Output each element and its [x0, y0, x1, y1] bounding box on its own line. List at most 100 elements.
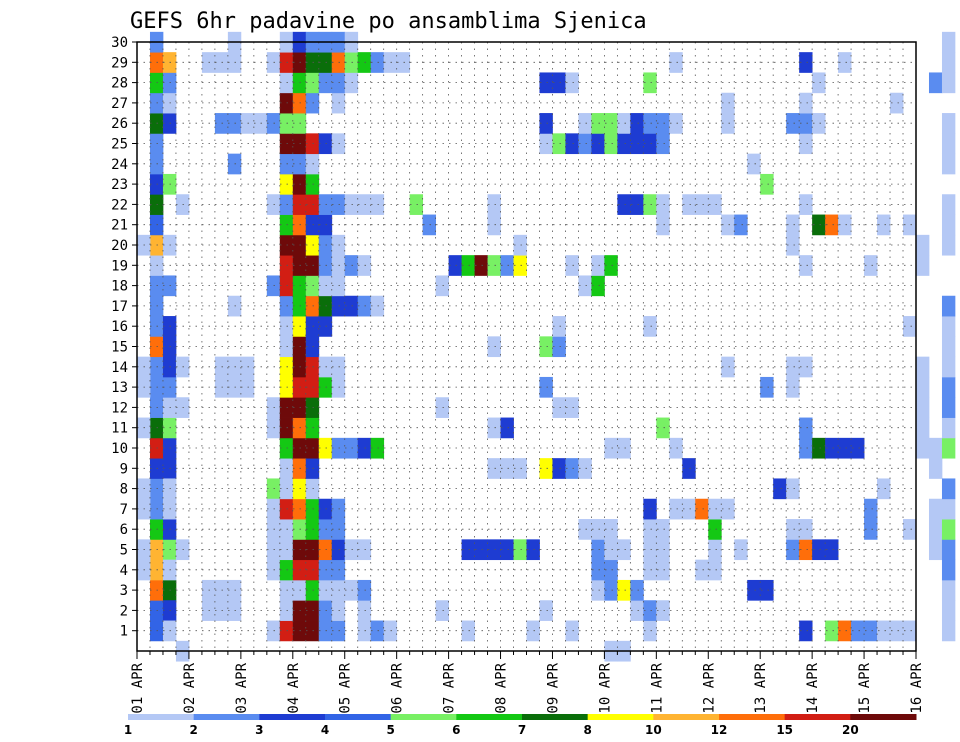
y-tick-label: 9 [120, 461, 128, 477]
heatmap-cell [578, 519, 592, 540]
heatmap-cell [305, 376, 320, 398]
heatmap-cell [318, 620, 333, 642]
colorbar-label: 1 [124, 723, 132, 737]
heatmap-cell [344, 579, 359, 601]
heatmap-cell [643, 498, 657, 520]
heatmap-cell [928, 72, 943, 94]
heatmap-cell [305, 316, 320, 337]
heatmap-cell [474, 539, 488, 561]
heatmap-cell [305, 72, 320, 94]
heatmap-cell [487, 255, 501, 276]
heatmap-cell [292, 519, 307, 540]
y-tick-label: 3 [120, 583, 128, 599]
heatmap-cell [669, 498, 683, 520]
heatmap-cell [799, 620, 813, 642]
y-tick-label: 18 [111, 279, 128, 295]
heatmap-cell [318, 519, 333, 540]
heatmap-cell [357, 255, 372, 276]
heatmap-cell [292, 417, 307, 439]
heatmap-cell [305, 133, 320, 155]
colorbar-swatch [390, 714, 457, 720]
heatmap-cell [786, 356, 800, 378]
heatmap-cell [305, 173, 320, 195]
heatmap-cell [305, 437, 320, 459]
chart-title: GEFS 6hr padavine po ansamblima Sjenica [130, 9, 647, 34]
heatmap-cell [292, 559, 307, 581]
heatmap-cell [487, 194, 501, 215]
x-tick-label: 07 APR [442, 662, 458, 713]
heatmap-cell [630, 113, 644, 134]
colorbar-label: 10 [645, 723, 662, 737]
colorbar-label: 20 [842, 723, 859, 737]
heatmap-cell [318, 214, 333, 236]
heatmap-cell [539, 336, 553, 358]
heatmap-cell [941, 52, 956, 73]
heatmap-cell [578, 113, 592, 134]
heatmap-cell [760, 376, 774, 398]
heatmap-cell [565, 72, 579, 94]
heatmap-cell [786, 376, 800, 398]
y-tick-label: 17 [111, 299, 128, 315]
heatmap-cell [318, 437, 333, 459]
y-tick-label: 22 [111, 197, 128, 213]
heatmap-cell [643, 194, 657, 215]
heatmap-cell [344, 295, 359, 317]
heatmap-cell [344, 72, 359, 94]
heatmap-cell [383, 620, 398, 642]
heatmap-cell [318, 356, 333, 378]
y-tick-label: 11 [111, 421, 128, 437]
heatmap-cell [578, 133, 592, 155]
heatmap-cell [305, 194, 320, 215]
heatmap-cell [357, 539, 372, 561]
heatmap-cell [292, 539, 307, 561]
x-tick-label: 05 APR [338, 662, 354, 713]
heatmap-cell [656, 133, 670, 155]
heatmap-cell [318, 559, 333, 581]
heatmap-cell [630, 600, 644, 621]
heatmap-cell [643, 113, 657, 134]
y-tick-label: 28 [111, 76, 128, 92]
heatmap-cell [305, 498, 320, 520]
heatmap-cell [331, 600, 346, 621]
heatmap-cell [851, 620, 865, 642]
heatmap-cell [825, 620, 839, 642]
heatmap-cell [292, 92, 307, 114]
heatmap-cell [552, 133, 566, 155]
heatmap-cell [630, 579, 644, 601]
y-axis: 1234567891011121314151617181920212223242… [111, 35, 137, 640]
heatmap-cell [331, 356, 346, 378]
heatmap-cell [292, 356, 307, 378]
heatmap-cell [591, 579, 605, 601]
heatmap-cell [500, 255, 514, 276]
heatmap-cell [928, 498, 943, 520]
heatmap-cell [513, 458, 527, 479]
colorbar-swatch [850, 714, 917, 720]
heatmap-cell [305, 417, 320, 439]
colorbar-legend: 1 2 3 4 5 6 7 8 10 12 15 20 [124, 714, 917, 737]
heatmap-cell [643, 316, 657, 337]
heatmap-cell [370, 52, 385, 73]
heatmap-cell [591, 255, 605, 276]
heatmap-cell [669, 52, 683, 73]
heatmap-cell [941, 437, 956, 459]
y-tick-label: 24 [111, 157, 128, 173]
heatmap-cell [799, 356, 813, 378]
heatmap-cell [292, 234, 307, 256]
heatmap-cell [643, 620, 657, 642]
heatmap-cell [396, 52, 411, 73]
heatmap-cell [435, 397, 449, 418]
heatmap-cell [565, 458, 579, 479]
heatmap-cell [916, 376, 930, 398]
colorbar-label: 6 [452, 723, 460, 737]
heatmap-cell [617, 113, 631, 134]
colorbar-swatch [784, 714, 851, 720]
heatmap-cell [941, 295, 956, 317]
heatmap-cell [565, 133, 579, 155]
heatmap-cell [708, 559, 722, 581]
heatmap-cell [682, 458, 696, 479]
colorbar-label: 3 [255, 723, 263, 737]
heatmap-cell [734, 214, 748, 236]
x-tick-label: 14 APR [805, 662, 821, 713]
heatmap-cell [721, 356, 735, 378]
